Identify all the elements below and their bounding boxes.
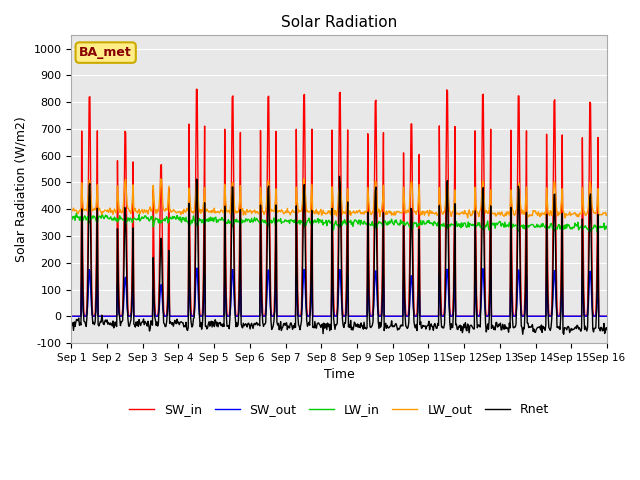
- Rnet: [132, 319, 140, 325]
- SW_out: [132, 313, 140, 319]
- SW_in: [67, 313, 75, 319]
- LW_in: [78, 219, 86, 225]
- SW_out: [405, 312, 413, 318]
- SW_in: [420, 313, 428, 319]
- SW_in: [187, 289, 195, 295]
- LW_in: [586, 229, 594, 235]
- SW_out: [67, 313, 75, 319]
- Line: SW_out: SW_out: [71, 268, 607, 316]
- Rnet: [67, 323, 75, 328]
- LW_out: [188, 208, 195, 214]
- Legend: SW_in, SW_out, LW_in, LW_out, Rnet: SW_in, SW_out, LW_in, LW_out, Rnet: [124, 398, 554, 421]
- LW_out: [561, 215, 569, 221]
- SW_in: [405, 306, 413, 312]
- SW_out: [603, 313, 611, 319]
- LW_out: [603, 211, 611, 217]
- Line: SW_in: SW_in: [71, 89, 607, 316]
- Rnet: [420, 323, 428, 329]
- Rnet: [215, 320, 223, 326]
- SW_in: [77, 313, 85, 319]
- LW_out: [216, 210, 223, 216]
- LW_in: [216, 216, 223, 222]
- LW_in: [603, 226, 611, 231]
- SW_in: [603, 313, 611, 319]
- LW_out: [67, 207, 75, 213]
- SW_in: [193, 86, 200, 92]
- Rnet: [519, 331, 527, 337]
- X-axis label: Time: Time: [324, 368, 355, 381]
- Line: LW_out: LW_out: [71, 179, 607, 218]
- LW_out: [132, 209, 140, 215]
- SW_out: [216, 313, 223, 319]
- Line: Rnet: Rnet: [71, 176, 607, 334]
- LW_in: [67, 216, 75, 222]
- LW_out: [405, 209, 413, 215]
- SW_in: [216, 313, 223, 319]
- SW_in: [132, 313, 140, 319]
- Text: BA_met: BA_met: [79, 46, 132, 59]
- Rnet: [77, 322, 85, 328]
- Title: Solar Radiation: Solar Radiation: [281, 15, 397, 30]
- Rnet: [187, 313, 195, 319]
- SW_out: [77, 313, 85, 319]
- LW_out: [77, 208, 85, 214]
- LW_in: [133, 217, 141, 223]
- LW_in: [405, 222, 413, 228]
- LW_in: [188, 217, 195, 223]
- LW_out: [420, 213, 428, 218]
- Y-axis label: Solar Radiation (W/m2): Solar Radiation (W/m2): [15, 116, 28, 262]
- LW_in: [73, 210, 81, 216]
- LW_in: [420, 221, 428, 227]
- LW_out: [157, 176, 164, 182]
- SW_out: [420, 313, 428, 319]
- SW_out: [193, 265, 201, 271]
- Rnet: [405, 320, 413, 325]
- SW_out: [187, 308, 195, 314]
- Rnet: [335, 173, 343, 179]
- Line: LW_in: LW_in: [71, 213, 607, 232]
- Rnet: [603, 327, 611, 333]
